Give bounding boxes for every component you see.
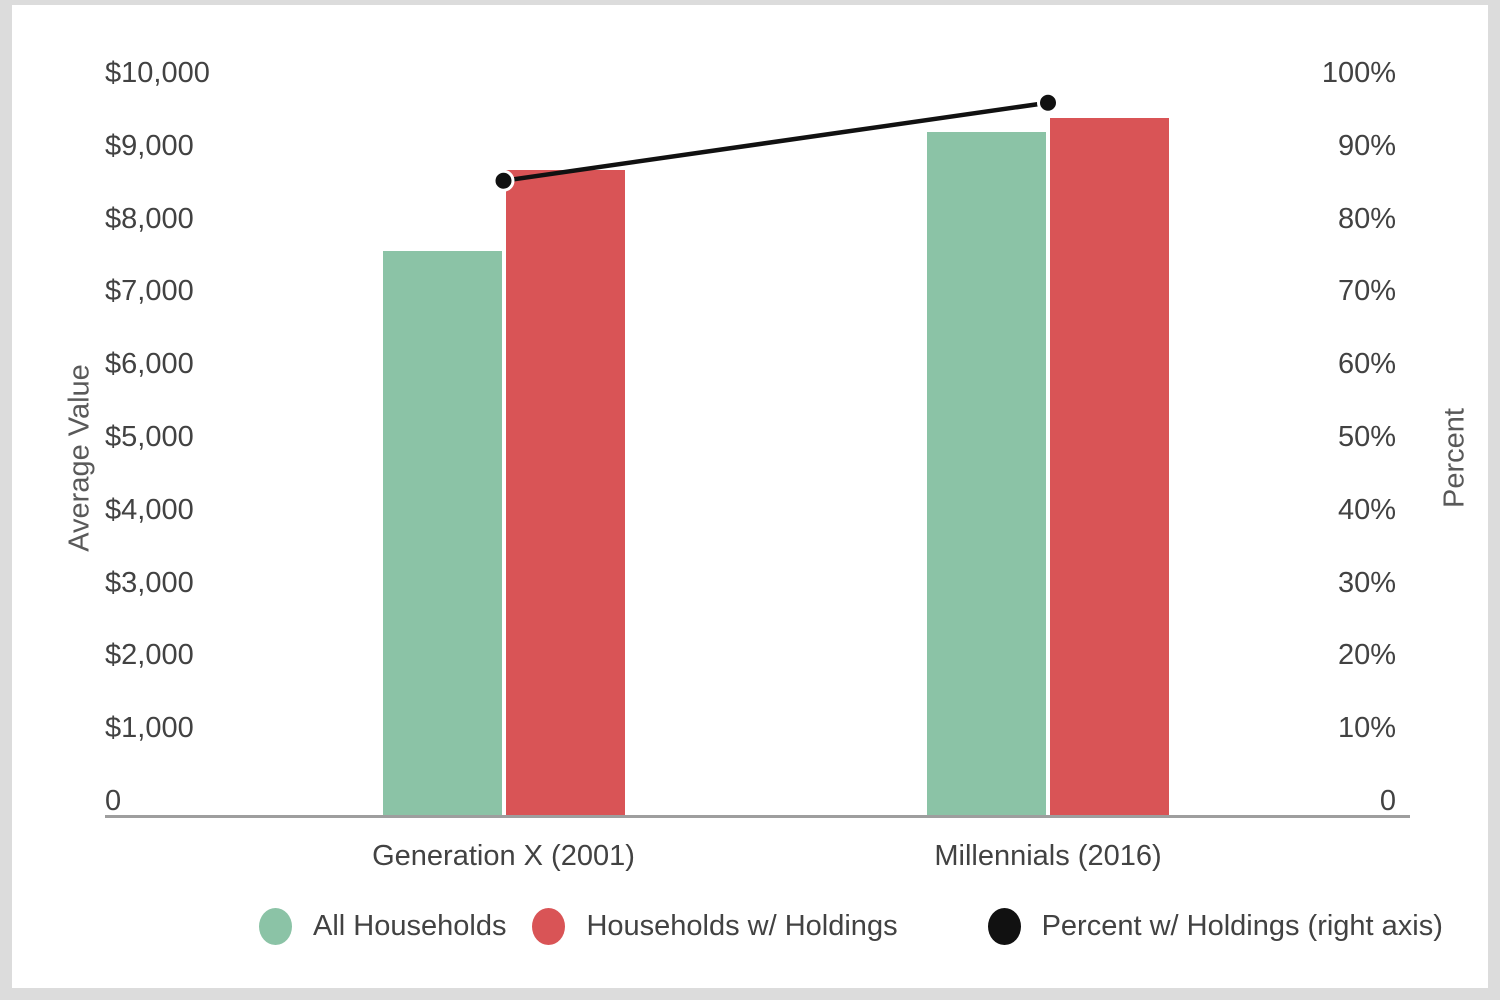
bar-series1-cat1	[382, 251, 502, 816]
legend-item-3: Percent w/ Holdings (right axis)	[987, 908, 1443, 945]
bar-series2-cat2	[1050, 117, 1169, 816]
right-axis-title: Percent	[1438, 408, 1471, 508]
legend: All Households Households w/ Holdings Perc…	[259, 908, 1443, 945]
percent-line-point-2	[1037, 91, 1059, 114]
right-axis-tick: 0	[1379, 785, 1396, 817]
right-axis-tick: 20%	[1337, 639, 1396, 672]
category-label-2: Millennials (2016)	[934, 840, 1162, 872]
left-axis-tick: $10,000	[105, 57, 210, 89]
left-axis-tick: $7,000	[105, 275, 194, 308]
right-axis-tick: 10%	[1337, 712, 1396, 745]
right-axis-tick: 50%	[1337, 421, 1396, 453]
legend-swatch-dot-icon	[259, 908, 292, 945]
right-axis-tick: 100%	[1321, 57, 1396, 89]
legend-swatch-dot-icon	[532, 908, 566, 945]
left-axis-tick: $8,000	[105, 202, 194, 235]
right-axis-tick: 90%	[1337, 129, 1396, 162]
left-axis-tick: $5,000	[105, 421, 194, 453]
legend-swatch-circle-icon	[987, 908, 1021, 945]
bar-series1-cat2	[927, 132, 1046, 816]
left-axis-tick: 0	[105, 785, 122, 817]
legend-item-1: All Households	[259, 908, 506, 945]
right-axis-tick: 80%	[1337, 202, 1396, 235]
bar-series2-cat1	[505, 169, 625, 816]
left-axis-tick: $1,000	[105, 712, 194, 745]
line-series-layer	[492, 91, 1059, 192]
legend-label: Percent w/ Holdings (right axis)	[1041, 910, 1443, 942]
legend-label: All Households	[313, 910, 507, 942]
left-axis-title: Average Value	[63, 364, 96, 552]
left-axis-tick: $3,000	[105, 566, 194, 599]
right-axis-tick: 70%	[1337, 275, 1396, 308]
right-axis-tick: 60%	[1337, 348, 1396, 381]
legend-label: Households w/ Holdings	[586, 910, 898, 942]
left-axis-tick: $9,000	[105, 129, 194, 162]
left-axis-tick: $2,000	[105, 639, 194, 672]
right-axis-tick: 30%	[1337, 566, 1396, 599]
right-axis-tick: 40%	[1337, 493, 1396, 526]
legend-item-2: Households w/ Holdings	[532, 908, 898, 945]
category-label-1: Generation X (2001)	[372, 840, 635, 872]
left-axis-tick: $4,000	[105, 493, 194, 526]
x-axis-line	[105, 815, 1410, 818]
left-axis-tick: $6,000	[105, 348, 194, 381]
